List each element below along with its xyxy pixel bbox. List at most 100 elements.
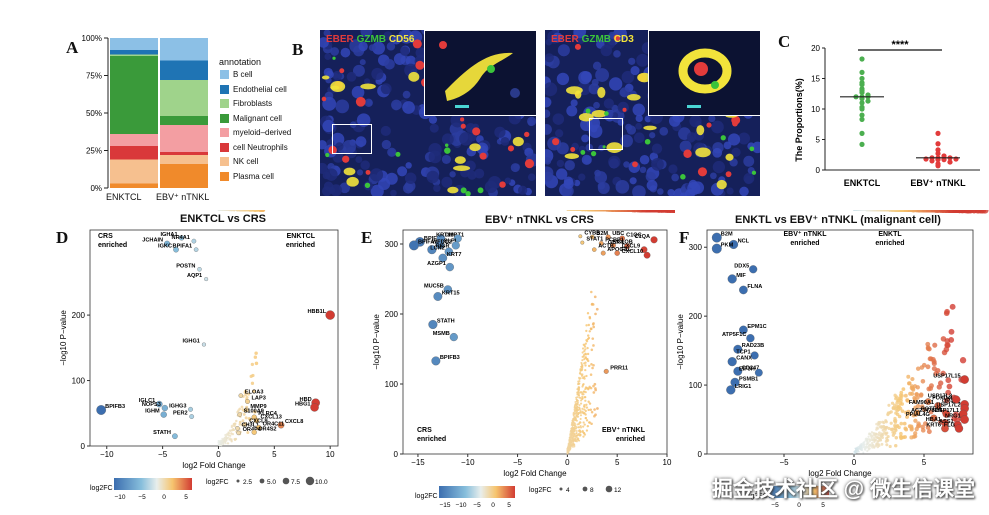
- gene-point: [277, 421, 285, 429]
- gene-point: [231, 433, 235, 436]
- gene-point: [578, 404, 581, 407]
- gene-point: [222, 210, 225, 211]
- gene-point: [953, 411, 960, 418]
- nucleus: [679, 140, 692, 153]
- gene-point: [575, 440, 578, 443]
- nucleus: [450, 113, 465, 128]
- nucleus: [479, 145, 488, 153]
- bar-segment: [160, 60, 208, 80]
- gene-point: [878, 425, 882, 429]
- y-axis-label: −log10 P−value: [59, 310, 68, 366]
- gene-point: [899, 210, 904, 212]
- gene-point: [863, 210, 866, 212]
- gene-point: [952, 395, 961, 404]
- marker-signal: [564, 153, 579, 159]
- gene-point: [943, 346, 950, 353]
- gene-point: [582, 343, 585, 346]
- gene-point: [435, 240, 445, 250]
- legend-label: Fibroblasts: [233, 99, 273, 108]
- size-legend-dot: [236, 479, 240, 483]
- eber-signal: [706, 122, 712, 128]
- nucleus: [342, 140, 356, 154]
- gene-label: FLNA: [747, 284, 762, 290]
- gzmb-signal: [680, 174, 686, 180]
- nucleus: [545, 97, 552, 108]
- gene-point: [224, 210, 226, 211]
- nucleus: [573, 30, 586, 39]
- gene-label: OR4P4: [243, 427, 262, 433]
- color-legend-title: log2FC: [90, 485, 113, 492]
- legend-label: Plasma cell: [233, 171, 274, 181]
- gene-point: [925, 210, 931, 213]
- x-axis-label: log2 Fold Change: [182, 461, 246, 470]
- nucleus: [500, 137, 510, 146]
- gene-point: [571, 443, 573, 446]
- nucleus: [484, 180, 498, 194]
- gene-point: [173, 246, 179, 253]
- gene-point: [574, 210, 577, 211]
- gene-point: [572, 446, 574, 448]
- gene-point: [579, 210, 583, 212]
- gene-point: [224, 442, 227, 445]
- gene-point: [750, 351, 759, 360]
- gene-point: [237, 412, 242, 417]
- nucleus: [555, 168, 568, 180]
- nucleus: [545, 124, 552, 135]
- legend-item: Fibroblasts: [220, 99, 272, 108]
- gene-point: [600, 210, 604, 212]
- gene-point: [960, 415, 969, 424]
- gene-label: CXCL8: [285, 419, 303, 425]
- eber-signal: [570, 147, 576, 152]
- gene-point: [889, 427, 894, 431]
- nucleus: [405, 55, 417, 67]
- gzmb-signal: [460, 187, 467, 194]
- gene-point: [600, 250, 606, 256]
- gene-point: [863, 445, 866, 448]
- gene-label: BPIFB1: [424, 236, 444, 242]
- nucleus: [727, 133, 741, 146]
- gene-point: [164, 240, 171, 247]
- nucleus: [726, 187, 734, 195]
- gene-label: ATP5F1C: [722, 332, 746, 338]
- gene-point: [579, 426, 583, 429]
- gene-point: [584, 368, 587, 372]
- y-tick-label: 0%: [90, 184, 102, 193]
- gene-point: [585, 340, 589, 343]
- nucleus: [380, 125, 391, 137]
- gene-label: LRIG1: [735, 384, 751, 390]
- nucleus: [556, 159, 565, 168]
- gene-label: USP17L3: [928, 394, 952, 400]
- gene-point: [261, 210, 266, 212]
- gene-point: [230, 440, 233, 443]
- x-label-ebv-ntnkl: EBV⁺ nTNKL: [910, 178, 966, 188]
- legend-label: Endothelial cell: [233, 84, 287, 94]
- nucleus: [738, 132, 751, 145]
- panel-c: C The Proportions(%) 0 5 10 15 20 **** ENKTC…: [770, 30, 989, 200]
- gene-point: [754, 368, 763, 377]
- nucleus: [633, 132, 645, 144]
- gene-point: [592, 325, 596, 329]
- gene-point: [897, 396, 902, 401]
- nucleus: [564, 160, 575, 171]
- bar-segment: [110, 159, 158, 184]
- gene-point: [584, 364, 587, 367]
- gene-point: [570, 210, 572, 211]
- gene-point: [230, 432, 233, 435]
- gene-point: [241, 419, 245, 423]
- gene-point: [583, 423, 586, 426]
- eber-signal: [683, 149, 692, 158]
- gene-point: [592, 363, 595, 367]
- gene-point: [585, 374, 588, 378]
- nucleus: [339, 182, 351, 194]
- gene-point: [907, 381, 912, 386]
- gene-point: [585, 419, 589, 422]
- gene-label: EPM1C: [747, 324, 766, 330]
- gene-label: IGLC1: [139, 398, 155, 404]
- gene-point: [619, 235, 625, 242]
- data-point: [859, 100, 865, 106]
- gene-point: [587, 364, 591, 368]
- gzmb-signal: [444, 147, 451, 154]
- eber-signal: [479, 152, 487, 160]
- gene-point: [904, 210, 909, 212]
- gene-point: [899, 421, 904, 426]
